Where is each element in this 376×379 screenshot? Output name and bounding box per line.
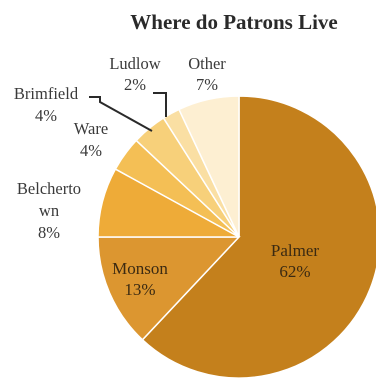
slice-label-line: 8% (38, 223, 60, 242)
slice-label-ware: Ware 4% (74, 119, 108, 160)
slice-label-line: Ware (74, 119, 108, 138)
slice-label-line: Palmer (271, 241, 319, 260)
leader-line-ludlow (153, 92, 167, 117)
pie-slice-other (177, 95, 240, 238)
slice-label-belchertown: Belcherto wn 8% (17, 179, 81, 242)
slice-label-palmer: Palmer 62% (271, 241, 319, 281)
pie-slice-monson (97, 236, 241, 341)
leader-lines (89, 92, 167, 132)
slice-label-monson: Monson 13% (112, 259, 168, 299)
slice-label-line: Monson (112, 259, 168, 278)
slice-label-line: Other (188, 54, 226, 73)
slice-label-line: 4% (35, 106, 57, 125)
slice-label-line: Belcherto (17, 179, 81, 198)
slice-label-line: 13% (124, 280, 155, 299)
chart-title: Where do Patrons Live (130, 10, 337, 34)
slice-label-line: wn (39, 201, 59, 220)
pie-slices (97, 95, 376, 379)
slice-label-line: Brimfield (14, 84, 79, 103)
slice-labels: Palmer 62%Monson 13%Belcherto wn 8%Ware 4%Bri… (14, 54, 319, 299)
slice-label-line: Ludlow (109, 54, 160, 73)
slice-label-brimfield: Brimfield 4% (14, 84, 79, 125)
slice-label-line: 7% (196, 75, 218, 94)
slice-label-line: 62% (279, 262, 310, 281)
slice-label-ludlow: Ludlow 2% (109, 54, 160, 94)
slice-label-line: 4% (80, 141, 102, 160)
slice-label-other: Other 7% (188, 54, 226, 94)
leader-line-brimfield (89, 96, 153, 132)
slice-label-line: 2% (124, 75, 146, 94)
pie-slice-palmer (141, 95, 376, 379)
